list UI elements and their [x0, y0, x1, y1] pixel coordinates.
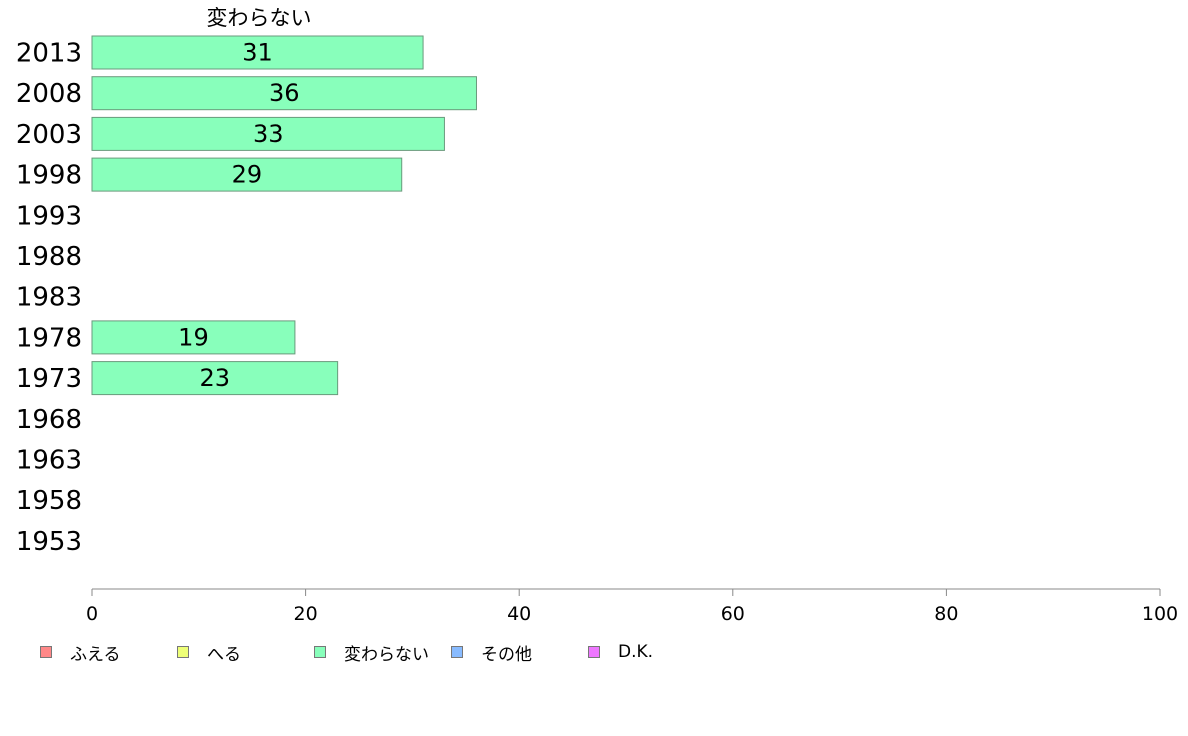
- legend-item: へる: [177, 640, 241, 665]
- bar-value-label: 31: [242, 39, 273, 67]
- legend-label: D.K.: [618, 642, 654, 662]
- x-tick-label: 80: [934, 603, 958, 625]
- year-label: 1988: [16, 242, 82, 272]
- year-label: 1978: [16, 323, 82, 353]
- chart-title: 変わらない: [207, 6, 312, 30]
- bar-value-label: 33: [253, 120, 284, 148]
- year-label: 1953: [16, 527, 82, 557]
- x-tick-label: 20: [294, 603, 318, 625]
- legend-label: ふえる: [70, 644, 121, 665]
- year-label: 1963: [16, 446, 82, 476]
- bar: [91, 361, 339, 396]
- legend-swatch: [40, 646, 52, 658]
- legend-swatch: [314, 646, 326, 658]
- bar: [91, 116, 445, 151]
- x-tick-label: 40: [507, 603, 531, 625]
- year-label: 1968: [16, 405, 82, 435]
- legend-swatch: [451, 646, 463, 658]
- legend: ふえる へる 変わらない その他 D.K.: [0, 640, 1188, 665]
- legend-swatch: [177, 646, 189, 658]
- x-tick-label: 0: [86, 603, 98, 625]
- legend-swatch: [588, 646, 600, 658]
- legend-label: へる: [207, 644, 241, 665]
- year-label: 1958: [16, 486, 82, 516]
- year-label: 2013: [16, 39, 82, 69]
- year-label: 1998: [16, 161, 82, 191]
- legend-item: 変わらない: [314, 640, 429, 665]
- bar: [91, 35, 424, 70]
- legend-item: ふえる: [40, 640, 121, 665]
- year-label: 1973: [16, 364, 82, 394]
- bar-chart: 変わらない 2013 31 2008 36 2003 33 1998 29 1993 1988 19…: [16, 6, 1178, 625]
- bar-value-label: 23: [200, 364, 231, 392]
- bar-value-label: 19: [178, 323, 209, 351]
- legend-label: 変わらない: [344, 644, 429, 665]
- legend-label: その他: [481, 644, 532, 665]
- bar: [91, 157, 403, 192]
- bar-value-label: 29: [232, 161, 263, 189]
- x-tick-label: 100: [1142, 603, 1178, 625]
- year-label: 2008: [16, 79, 82, 109]
- x-tick-label: 60: [721, 603, 745, 625]
- year-label: 2003: [16, 120, 82, 150]
- year-label: 1993: [16, 201, 82, 231]
- bar: [91, 320, 296, 355]
- legend-item: D.K.: [588, 640, 653, 664]
- bar: [91, 76, 477, 111]
- bar-value-label: 36: [269, 79, 300, 107]
- legend-item: その他: [451, 640, 532, 665]
- year-label: 1983: [16, 283, 82, 313]
